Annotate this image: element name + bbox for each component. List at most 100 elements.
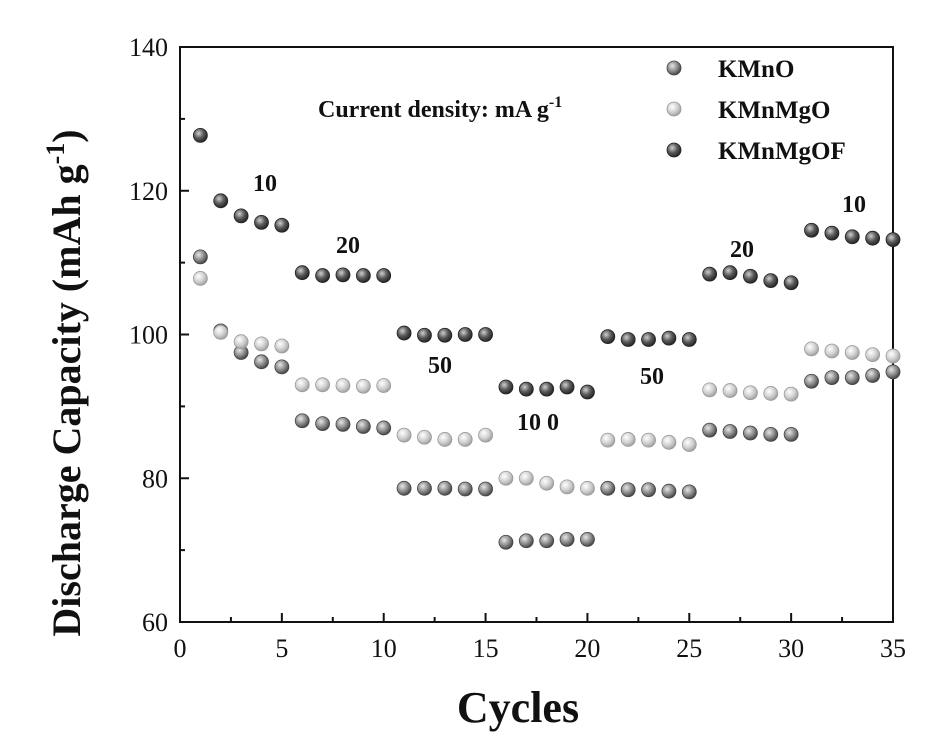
point-kmnmgo [865, 347, 881, 363]
point-kmno [885, 364, 901, 380]
point-kmnmgo [702, 382, 718, 398]
point-kmnmgof [417, 327, 432, 343]
point-kmno [620, 482, 636, 498]
point-kmnmgof [498, 379, 514, 395]
point-kmno [498, 534, 514, 550]
legend-label-kmnmgof: KMnMgOF [718, 138, 846, 165]
point-kmnmgo [763, 386, 779, 401]
point-kmnmgo [885, 348, 901, 364]
point-kmno [396, 480, 412, 496]
point-kmno [580, 531, 595, 547]
point-kmnmgof [539, 381, 555, 397]
point-kmnmgof [620, 332, 636, 347]
point-kmnmgo [844, 345, 860, 360]
point-kmno [865, 368, 881, 383]
point-kmnmgof [437, 327, 453, 343]
point-kmno [600, 480, 616, 496]
rate-annotation: 50 [640, 364, 664, 390]
point-kmno [539, 533, 555, 549]
point-kmno [743, 425, 758, 441]
point-kmnmgo [294, 377, 310, 393]
data-points [192, 128, 901, 550]
point-kmnmgo [315, 377, 331, 393]
point-kmnmgof [294, 265, 310, 281]
point-kmnmgof [376, 268, 392, 283]
point-kmnmgo [498, 470, 514, 486]
point-kmnmgof [213, 193, 229, 209]
point-kmno [478, 481, 493, 497]
point-kmnmgo [457, 432, 473, 447]
point-kmnmgof [254, 214, 269, 230]
point-kmno [315, 416, 331, 432]
point-kmno [254, 354, 269, 370]
point-kmnmgo [641, 432, 656, 448]
point-kmnmgo [437, 432, 453, 447]
point-kmnmgof [783, 275, 799, 291]
point-kmno [518, 533, 534, 549]
point-kmno [294, 413, 310, 429]
point-kmno [192, 249, 208, 265]
point-kmnmgo [804, 341, 819, 357]
plot-frame [179, 46, 894, 623]
point-kmnmgo [417, 429, 432, 445]
point-kmnmgo [722, 383, 738, 398]
y-tick-label: 140 [129, 33, 168, 62]
point-kmno [641, 482, 656, 498]
rate-annotation: 20 [730, 237, 754, 263]
x-tick-label: 10 [371, 634, 397, 663]
rate-annotation: 10 0 [517, 410, 559, 436]
point-kmnmgof [600, 329, 616, 345]
legend-marker-kmnmgo [666, 101, 682, 117]
point-kmnmgof [233, 208, 249, 224]
point-kmno [804, 373, 819, 389]
point-kmnmgo [233, 334, 249, 350]
point-kmnmgo [620, 432, 636, 447]
legend-label-kmnmgo: KMnMgO [718, 97, 831, 124]
rate-annotations: 10 20 50 10 0 50 20 10 [253, 171, 866, 436]
point-kmno [844, 370, 860, 386]
point-kmnmgof [865, 230, 881, 246]
point-kmnmgof [885, 232, 901, 248]
point-kmnmgo [539, 475, 555, 491]
point-kmnmgof [274, 217, 290, 233]
y-tick-label: 60 [142, 608, 168, 637]
point-kmnmgof [335, 267, 351, 283]
x-axis-title: Cycles [457, 683, 579, 732]
axis-ticks [179, 46, 894, 623]
axis-tick-labels: 0 5 10 15 20 25 30 35 60 80 100 120 140 [129, 33, 906, 663]
rate-annotation: 20 [336, 233, 360, 259]
current-density-label: Current density: mA g-1 [318, 94, 562, 123]
point-kmno [457, 481, 473, 497]
point-kmnmgof [355, 268, 371, 283]
point-kmnmgo [274, 338, 290, 354]
legend-marker-kmno [666, 60, 682, 76]
point-kmnmgof [824, 225, 840, 241]
x-tick-label: 15 [473, 634, 499, 663]
point-kmnmgof [763, 273, 779, 288]
point-kmnmgof [681, 332, 697, 347]
point-kmnmgof [722, 265, 738, 281]
point-kmnmgo [559, 479, 575, 495]
point-kmnmgo [681, 437, 697, 452]
point-kmno [376, 420, 392, 436]
rate-annotation: 10 [253, 171, 277, 197]
point-kmnmgof [702, 266, 718, 282]
point-kmno [783, 427, 799, 442]
point-kmno [559, 531, 575, 547]
point-kmnmgof [518, 381, 534, 397]
x-tick-label: 30 [778, 634, 804, 663]
point-kmnmgo [254, 336, 269, 352]
point-kmno [824, 370, 840, 386]
y-tick-label: 80 [142, 464, 168, 493]
point-kmnmgo [355, 378, 371, 394]
point-kmnmgof [641, 332, 656, 347]
point-kmno [355, 419, 371, 434]
point-kmnmgo [478, 427, 493, 443]
point-kmnmgof [457, 327, 473, 342]
legend-label-kmno: KMnO [718, 56, 794, 83]
point-kmnmgof [580, 384, 595, 400]
point-kmnmgo [783, 386, 799, 402]
point-kmnmgo [518, 470, 534, 486]
point-kmnmgof [743, 268, 758, 284]
point-kmnmgo [824, 343, 840, 359]
